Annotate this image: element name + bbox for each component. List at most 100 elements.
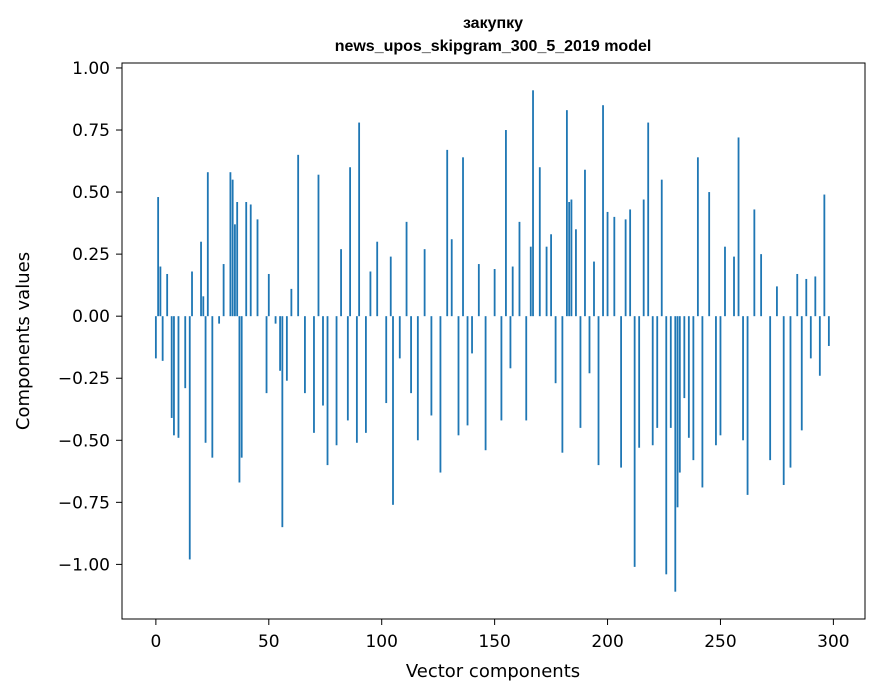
bar (206, 172, 209, 317)
bar (265, 316, 268, 394)
bar (656, 316, 659, 428)
bar (493, 269, 496, 317)
bar (202, 296, 205, 317)
bar (322, 316, 324, 406)
x-axis-label: Vector components (406, 661, 580, 682)
bar (818, 316, 821, 376)
bar (240, 316, 243, 458)
y-tick-label: 1.00 (72, 59, 110, 79)
bar (188, 316, 191, 560)
bar (297, 154, 300, 317)
bar (234, 224, 236, 317)
bar (724, 246, 726, 317)
bar (376, 241, 379, 317)
bar (753, 209, 756, 317)
bar (471, 316, 473, 354)
bar (719, 316, 722, 436)
bar (355, 316, 358, 443)
bar (624, 219, 627, 317)
bar (218, 316, 221, 324)
bars-group (154, 90, 830, 592)
chart-subtitle: news_upos_skipgram_300_5_2019 model (335, 38, 652, 55)
bar (335, 316, 338, 446)
bar (405, 221, 408, 317)
bar (484, 316, 487, 451)
bar (561, 316, 564, 453)
bar (267, 273, 270, 317)
bar (570, 199, 573, 317)
bar (565, 110, 568, 317)
bar (358, 122, 361, 317)
bar (466, 316, 469, 426)
bar (191, 271, 193, 317)
bar (204, 316, 207, 443)
bar (737, 137, 740, 317)
bar (446, 149, 449, 317)
bar (170, 316, 173, 418)
bar (606, 211, 609, 317)
bar (439, 316, 442, 473)
bar (477, 264, 480, 317)
x-tick-label: 100 (365, 632, 397, 652)
bar (676, 316, 679, 508)
bar (389, 256, 392, 317)
bar (238, 316, 241, 483)
bar (789, 316, 792, 468)
bar (184, 316, 187, 389)
bar (800, 316, 803, 431)
bar (154, 316, 157, 359)
x-tick-label: 250 (704, 632, 736, 652)
bar (410, 316, 412, 394)
bar (222, 264, 225, 317)
bar (538, 167, 541, 317)
bar (687, 316, 690, 438)
bar (827, 316, 830, 346)
bar (317, 174, 320, 317)
bar (304, 316, 306, 394)
bar (805, 278, 808, 317)
bar (200, 241, 202, 317)
bar (782, 316, 785, 485)
bar (177, 316, 180, 438)
x-axis-ticks: 0 50 100 150 200 250 300 (150, 619, 850, 652)
bar (568, 202, 571, 317)
bar (715, 316, 717, 446)
bar (173, 316, 175, 436)
bar (692, 316, 695, 461)
x-tick-label: 300 (817, 632, 849, 652)
bar (575, 229, 577, 317)
bar (665, 316, 668, 575)
bar (638, 316, 641, 448)
bar (683, 316, 686, 399)
bar (500, 316, 503, 421)
bar (157, 197, 160, 317)
bar (550, 234, 552, 317)
bar (462, 157, 464, 317)
bar (742, 316, 744, 441)
bar (525, 316, 528, 421)
y-tick-label: 0.00 (72, 307, 110, 327)
bar (326, 316, 329, 466)
bar (776, 286, 778, 317)
y-tick-label: 0.75 (72, 121, 110, 141)
bar (369, 271, 372, 317)
bar (708, 192, 711, 317)
bar (642, 199, 645, 317)
bar (602, 105, 604, 317)
bar (545, 246, 548, 317)
bar (584, 169, 586, 317)
bar (159, 266, 162, 317)
bar (398, 316, 401, 359)
bar (392, 316, 394, 505)
bar (814, 276, 817, 317)
bar (620, 316, 622, 468)
bar (281, 316, 284, 528)
bar (579, 316, 582, 428)
y-tick-label: −0.75 (58, 493, 110, 513)
bar (349, 167, 351, 317)
bar (290, 288, 293, 317)
x-tick-label: 0 (150, 632, 161, 652)
bar (674, 316, 677, 592)
bar (823, 194, 826, 317)
